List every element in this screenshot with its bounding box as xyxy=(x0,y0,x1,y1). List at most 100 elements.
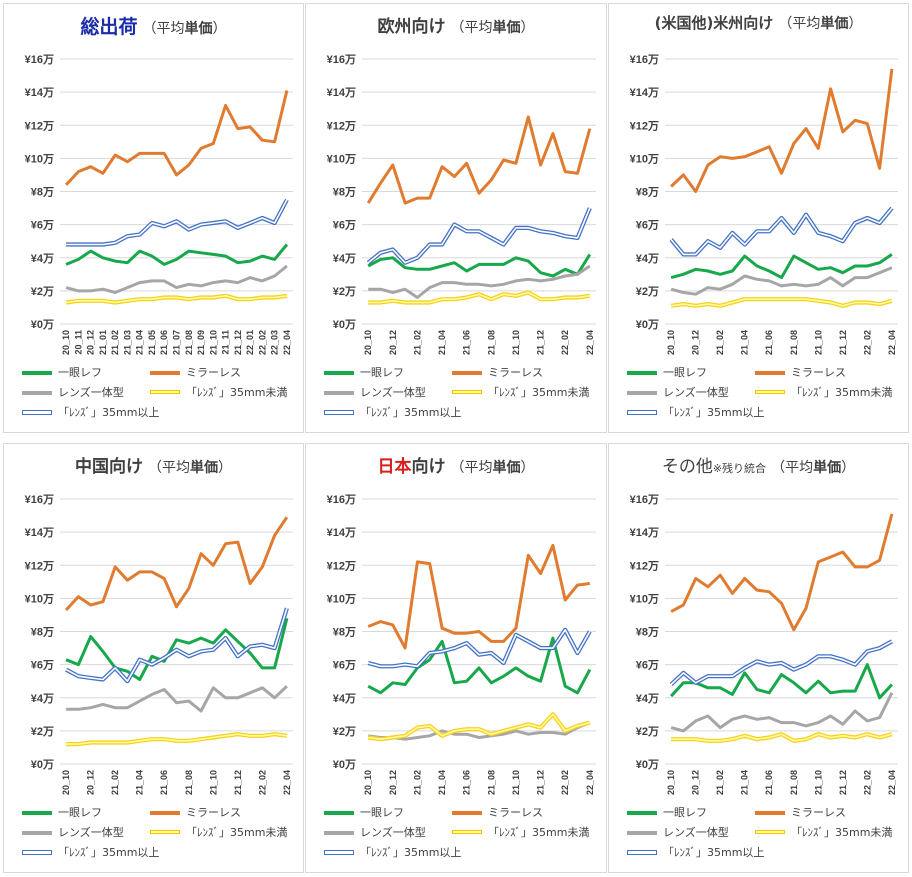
legend-swatch xyxy=(150,826,180,840)
series-line-stroke xyxy=(669,663,894,700)
chart-title-sub: （平均 xyxy=(148,460,191,476)
y-tick-label: ¥6万 xyxy=(636,219,659,232)
series-line-inner xyxy=(368,291,590,304)
y-tick-label: ¥10万 xyxy=(327,152,356,165)
series-line-stroke xyxy=(670,266,893,296)
y-tick-label: ¥0万 xyxy=(636,318,659,331)
legend-swatch xyxy=(627,406,657,420)
y-tick-label: ¥14万 xyxy=(25,526,54,539)
chart-title-close: ） xyxy=(212,21,227,37)
y-tick-label: ¥0万 xyxy=(31,758,54,771)
x-tick-label: 21_08 xyxy=(184,330,194,355)
series-line-stroke xyxy=(66,685,288,713)
series-line xyxy=(670,692,894,733)
y-tick-label: ¥6万 xyxy=(31,219,54,232)
legend-item: 一眼レフ xyxy=(627,806,707,820)
y-tick-label: ¥4万 xyxy=(31,692,54,705)
line-chart-plot: ¥0万 ¥2万 ¥4万 ¥6万 ¥8万 ¥10万 ¥12万 ¥14万 ¥16万 20_10 20_1… xyxy=(630,493,898,795)
series-line xyxy=(367,636,592,695)
chart-title-bold: 単価 xyxy=(190,460,219,476)
series-line xyxy=(670,253,893,280)
series-line xyxy=(367,253,592,278)
series-line-inner xyxy=(670,298,893,307)
chart-panel-japan: 日本向け （平均単価） ¥0万 ¥2万 ¥4万 ¥6万 ¥8万 ¥10万 ¥12万 ¥14万 ¥… xyxy=(305,443,607,873)
legend-label: 「ﾚﾝｽﾞ」35mm以上 xyxy=(360,406,462,419)
y-tick-label: ¥12万 xyxy=(25,119,54,132)
series-line xyxy=(368,264,591,299)
series-line-stroke xyxy=(64,516,289,612)
x-tick-label: 20_10 xyxy=(363,330,373,355)
series-line-inner xyxy=(670,640,893,686)
legend-item: 「ﾚﾝｽﾞ」35mm未満 xyxy=(452,386,589,400)
x-tick-label: 20_10 xyxy=(61,330,71,355)
chart-title-main: 欧州向け xyxy=(377,17,446,37)
legend-label: レンズ一体型 xyxy=(663,386,729,399)
series-line-stroke xyxy=(367,543,590,650)
y-tick-label: ¥12万 xyxy=(327,119,356,132)
legend-label: 「ﾚﾝｽﾞ」35mm以上 xyxy=(663,406,765,419)
line-chart-plot: ¥0万 ¥2万 ¥4万 ¥6万 ¥8万 ¥10万 ¥12万 ¥14万 ¥16万 20_10 20_1… xyxy=(25,493,293,795)
legend-swatch xyxy=(324,406,354,420)
y-tick-label: ¥8万 xyxy=(636,186,659,199)
legend-swatch xyxy=(324,386,354,400)
series-line-inner xyxy=(368,713,591,741)
y-tick-label: ¥12万 xyxy=(327,559,356,572)
x-tick-label: 21_12 xyxy=(838,770,848,795)
legend-swatch xyxy=(452,366,482,380)
x-tick-label: 21_10 xyxy=(813,330,823,355)
series-line-inner xyxy=(367,629,591,668)
x-tick-label: 21_04 xyxy=(135,770,145,795)
legend-swatch xyxy=(452,386,482,400)
legend-label: レンズ一体型 xyxy=(58,386,124,399)
x-tick-label: 22_04 xyxy=(887,330,897,355)
legend-label: 「ﾚﾝｽﾞ」35mm未満 xyxy=(791,826,893,839)
series-line-stroke xyxy=(366,115,592,205)
y-tick-label: ¥8万 xyxy=(333,186,356,199)
x-tick-label: 22_02 xyxy=(862,330,872,355)
series-line xyxy=(670,513,894,632)
y-tick-label: ¥6万 xyxy=(636,659,659,672)
x-tick-label: 22_02 xyxy=(560,770,570,795)
x-tick-label: 21_04 xyxy=(437,770,447,795)
x-tick-label: 21_10 xyxy=(511,330,521,355)
x-tick-label: 20_11 xyxy=(73,330,83,355)
chart-title: 中国向け （平均単価） xyxy=(4,452,303,477)
series-line xyxy=(366,207,592,265)
series-line xyxy=(65,264,288,294)
x-tick-label: 21_12 xyxy=(233,330,243,355)
legend-label: 「ﾚﾝｽﾞ」35mm未満 xyxy=(186,386,288,399)
legend-swatch xyxy=(22,846,52,860)
legend-item: 「ﾚﾝｽﾞ」35mm未満 xyxy=(452,826,589,840)
legend-swatch xyxy=(150,806,180,820)
x-tick-label: 20_12 xyxy=(691,330,701,355)
y-tick-label: ¥16万 xyxy=(327,493,356,506)
legend-swatch xyxy=(324,826,354,840)
chart-title-main: 日本 xyxy=(377,457,412,477)
series-line xyxy=(65,293,288,305)
x-tick-label: 22_02 xyxy=(257,330,267,355)
legend-label: 「ﾚﾝｽﾞ」35mm未満 xyxy=(791,386,893,399)
x-tick-label: 20_12 xyxy=(388,330,398,355)
y-tick-label: ¥14万 xyxy=(327,86,356,99)
legend-swatch xyxy=(755,386,785,400)
line-chart-plot: ¥0万 ¥2万 ¥4万 ¥6万 ¥8万 ¥10万 ¥12万 ¥14万 ¥16万 20_10 20_1… xyxy=(327,493,596,795)
chart-panel-china: 中国向け （平均単価） ¥0万 ¥2万 ¥4万 ¥6万 ¥8万 ¥10万 ¥12万 ¥14万 ¥… xyxy=(3,443,304,873)
y-tick-label: ¥8万 xyxy=(31,186,54,199)
chart-title: 日本向け （平均単価） xyxy=(306,452,606,477)
x-tick-label: 21_06 xyxy=(462,770,472,795)
legend-label: 一眼レフ xyxy=(360,366,404,379)
series-line xyxy=(66,198,289,247)
legend-item: レンズ一体型 xyxy=(324,386,426,400)
series-line xyxy=(367,543,590,650)
chart-legend: 一眼レフ ミラーレス レンズ一体型 「ﾚﾝｽﾞ」35mm未満 「ﾚﾝｽﾞ」35mm以上 xyxy=(22,366,297,430)
x-tick-label: 21_06 xyxy=(764,770,774,795)
chart-title-close: ） xyxy=(841,460,856,476)
y-tick-label: ¥6万 xyxy=(333,659,356,672)
line-chart-plot: ¥0万 ¥2万 ¥4万 ¥6万 ¥8万 ¥10万 ¥12万 ¥14万 ¥16万 20_10 20_1… xyxy=(327,53,596,355)
series-line-stroke xyxy=(367,253,592,278)
chart-title-sub: （平均 xyxy=(778,16,821,32)
legend-item: 「ﾚﾝｽﾞ」35mm未満 xyxy=(150,826,287,840)
y-tick-label: ¥12万 xyxy=(630,559,659,572)
series-line-stroke xyxy=(65,617,289,681)
legend-item: 「ﾚﾝｽﾞ」35mm以上 xyxy=(22,406,159,420)
